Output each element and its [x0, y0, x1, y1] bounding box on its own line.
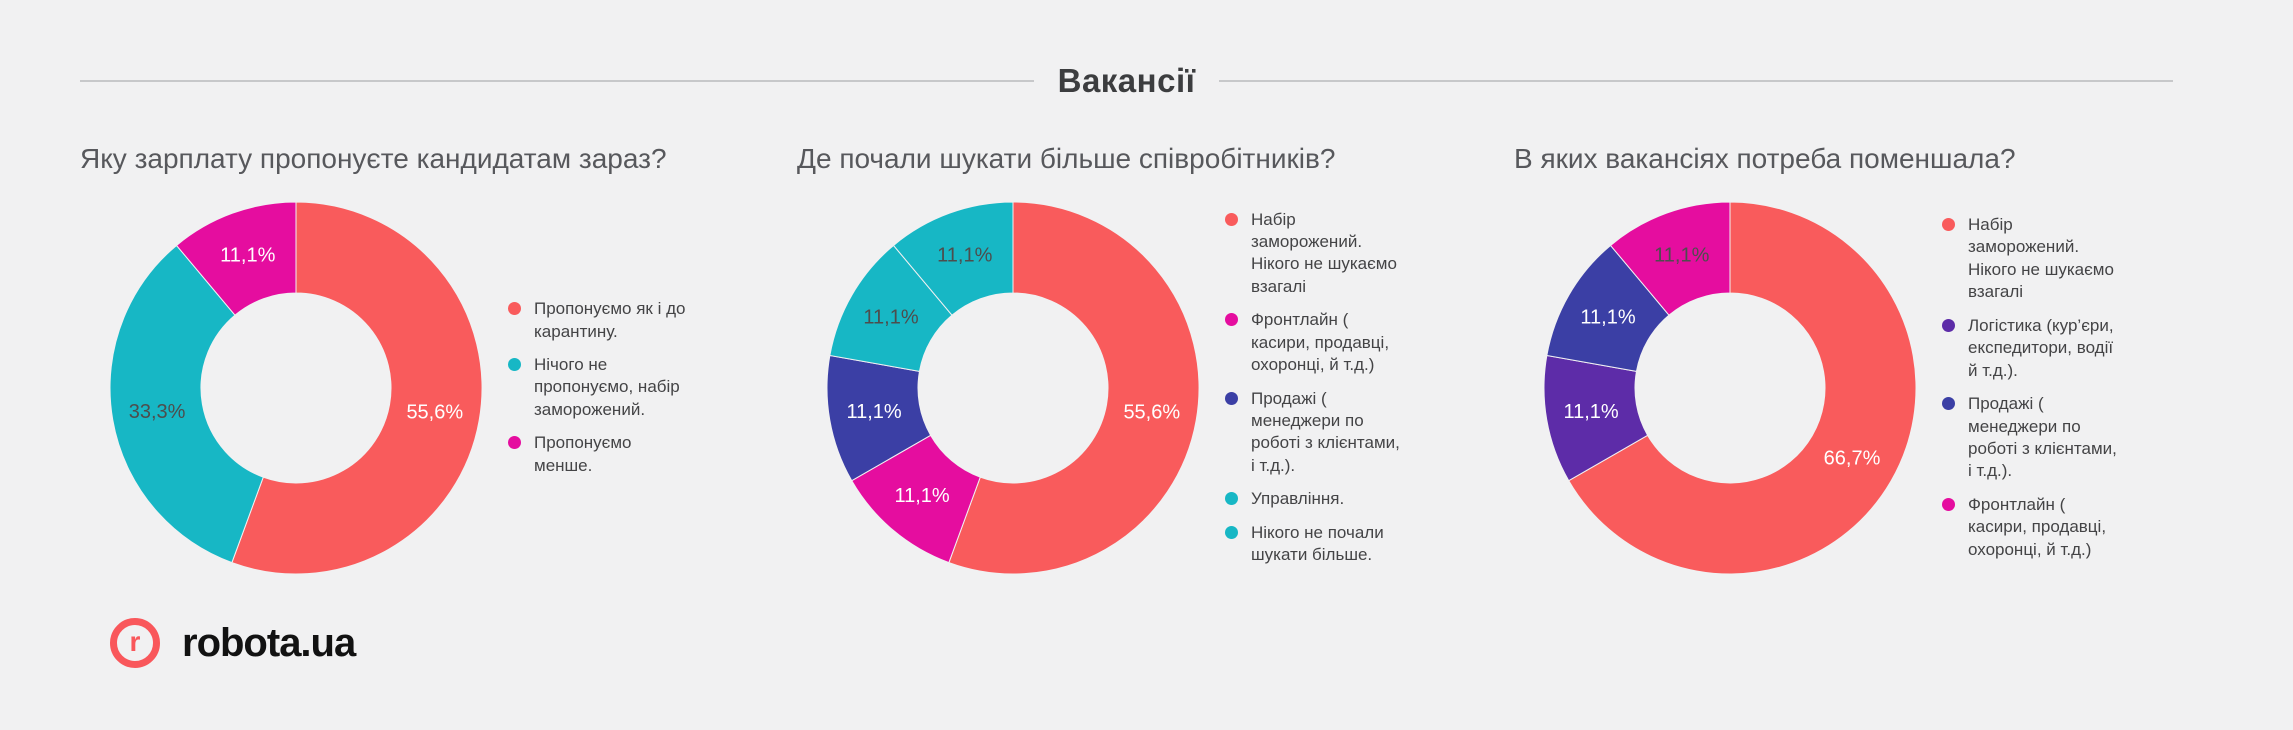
legend-item: Продажі ( менеджери по роботі з клієнтам… — [1942, 393, 2120, 483]
chart-column-3: В яких вакансіях потреба поменшала? 66,7%… — [1514, 142, 2231, 578]
legend-item: Нічого не пропонуємо, набір заморожений. — [508, 354, 686, 421]
legend-dot-icon — [1942, 397, 1955, 411]
slice-percent-label: 11,1% — [846, 401, 901, 423]
chart-title-2: Де почали шукати більше співробітників? — [797, 143, 1336, 174]
pie-slice-4 — [1609, 201, 1731, 316]
chart-legend-2: Набір заморожений. Нікого не шукаємо вза… — [1225, 209, 1403, 567]
legend-item: Пропонуємо як і до карантину. — [508, 298, 686, 343]
legend-item-label: Продажі ( менеджери по роботі з клієнтам… — [1968, 394, 2117, 481]
legend-item: Набір заморожений. Нікого не шукаємо вза… — [1225, 209, 1403, 299]
chart-column-1: Яку зарплату пропонуєте кандидатам зараз… — [80, 142, 797, 578]
legend-item-label: Фронтлайн ( касири, продавці, охоронці, … — [1251, 310, 1390, 375]
legend-dot-icon — [1942, 218, 1955, 232]
pie-slice-1 — [1568, 201, 1917, 575]
slice-percent-label: 11,1% — [220, 244, 275, 266]
legend-dot-icon — [1942, 497, 1955, 511]
slice-percent-label: 55,6% — [406, 401, 463, 423]
legend-dot-icon — [1225, 212, 1238, 226]
legend-item-label: Логістика (кур’єри, експедитори, водії й… — [1968, 315, 2114, 380]
chart-legend-1: Пропонуємо як і до карантину. Нічого не п… — [508, 298, 686, 477]
legend-item-label: Нікого не почали шукати більше. — [1251, 522, 1384, 565]
slice-percent-label: 55,6% — [1123, 401, 1180, 423]
pie-slice-1 — [948, 201, 1200, 575]
legend-item-label: Фронтлайн ( касири, продавці, охоронці, … — [1968, 494, 2107, 559]
legend-dot-icon — [1942, 318, 1955, 332]
slice-percent-label: 11,1% — [894, 484, 949, 506]
legend-item-label: Пропонуємо як і до карантину. — [534, 299, 686, 341]
legend-item: Управління. — [1225, 488, 1403, 510]
legend-item: Нікого не почали шукати більше. — [1225, 522, 1403, 567]
legend-item-label: Пропонуємо менше. — [534, 433, 632, 475]
slice-percent-label: 11,1% — [1580, 306, 1635, 328]
legend-dot-icon — [508, 436, 521, 450]
pie-slice-3 — [175, 201, 297, 316]
legend-item: Логістика (кур’єри, експедитори, водії й… — [1942, 315, 2120, 382]
slice-percent-label: 11,1% — [863, 306, 918, 328]
donut-chart-2: 55,6% 11,1% 11,1% 11,1% 11,1% — [826, 201, 1200, 575]
brand-name: robota.ua — [182, 620, 356, 665]
legend-item-label: Набір заморожений. Нікого не шукаємо вза… — [1968, 215, 2114, 302]
legend-dot-icon — [1225, 313, 1238, 327]
legend-item: Фронтлайн ( касири, продавці, охоронці, … — [1942, 494, 2120, 561]
legend-item-label: Нічого не пропонуємо, набір заморожений. — [534, 354, 680, 419]
robota-logo-icon: r — [110, 618, 160, 668]
legend-item: Продажі ( менеджери по роботі з клієнтам… — [1225, 388, 1403, 478]
header-divider-right — [1219, 80, 2174, 82]
brand-logo[interactable]: r robota.ua — [110, 618, 356, 668]
legend-item-label: Управління. — [1251, 489, 1345, 509]
donut-chart-3: 66,7% 11,1% 11,1% 11,1% — [1543, 201, 1917, 575]
legend-dot-icon — [508, 357, 521, 371]
chart-column-2: Де почали шукати більше співробітників? 5… — [797, 142, 1514, 578]
robota-logo-letter: r — [129, 625, 141, 657]
header-divider-left — [80, 80, 1034, 82]
legend-dot-icon — [508, 302, 521, 316]
legend-dot-icon — [1225, 391, 1238, 405]
legend-item-label: Набір заморожений. Нікого не шукаємо вза… — [1251, 209, 1397, 296]
legend-dot-icon — [1225, 492, 1238, 506]
slice-percent-label: 66,7% — [1824, 447, 1881, 469]
legend-dot-icon — [1225, 525, 1238, 539]
page-title: Вакансії — [1057, 62, 1196, 99]
slice-percent-label: 33,3% — [129, 401, 186, 423]
legend-item: Набір заморожений. Нікого не шукаємо вза… — [1942, 214, 2120, 304]
legend-item: Фронтлайн ( касири, продавці, охоронці, … — [1225, 309, 1403, 376]
pie-slice-2 — [109, 244, 264, 563]
pie-slice-5 — [892, 201, 1014, 316]
slice-percent-label: 11,1% — [1654, 244, 1709, 266]
chart-title-3: В яких вакансіях потреба поменшала? — [1514, 143, 2016, 174]
charts-row: Яку зарплату пропонуєте кандидатам зараз… — [80, 142, 2231, 578]
pie-slice-1 — [231, 201, 483, 575]
legend-item-label: Продажі ( менеджери по роботі з клієнтам… — [1251, 388, 1400, 475]
chart-title-1: Яку зарплату пропонуєте кандидатам зараз… — [80, 143, 667, 174]
slice-percent-label: 11,1% — [1563, 401, 1618, 423]
slice-percent-label: 11,1% — [937, 244, 992, 266]
legend-item: Пропонуємо менше. — [508, 432, 686, 477]
donut-chart-1: 55,6% 33,3% 11,1% — [109, 201, 483, 575]
chart-legend-3: Набір заморожений. Нікого не шукаємо вза… — [1942, 214, 2120, 561]
section-header: Вакансії — [80, 60, 2174, 102]
